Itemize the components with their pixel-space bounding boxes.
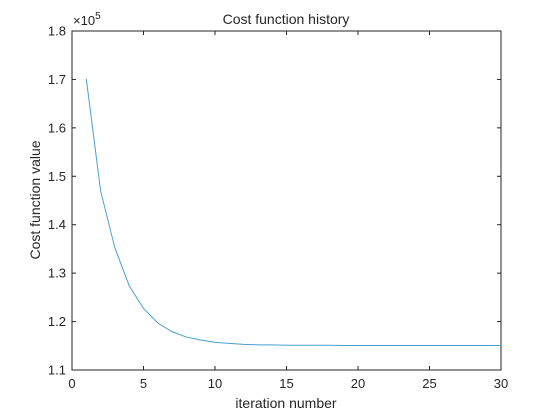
cost-line: [85, 78, 501, 347]
y-tick-label: 1.8: [48, 24, 66, 39]
x-tick-label: 25: [422, 376, 436, 391]
chart-title: Cost function history: [223, 11, 350, 27]
y-tick-label: 1.5: [48, 169, 66, 184]
y-tick-label: 1.1: [48, 363, 66, 378]
x-tick-label: 10: [208, 376, 222, 391]
x-tick-label: 0: [68, 376, 75, 391]
plot-area-frame: [71, 30, 502, 371]
x-tick-label: 30: [494, 376, 508, 391]
x-tick-label: 15: [279, 376, 293, 391]
y-tick-label: 1.4: [48, 217, 66, 232]
x-tick-label: 20: [351, 376, 365, 391]
y-axis: 1.1 1.2 1.3 1.4 1.5 1.6 1.7 1.8: [48, 24, 501, 378]
x-tick-label: 5: [140, 376, 147, 391]
y-tick-label: 1.7: [48, 72, 66, 87]
y-tick-label: 1.6: [48, 120, 66, 135]
y-tick-label: 1.3: [48, 266, 66, 281]
y-tick-label: 1.2: [48, 314, 66, 329]
x-axis-label: iteration number: [235, 395, 337, 411]
y-axis-multiplier: ×105: [73, 11, 101, 28]
y-axis-label: Cost function value: [27, 140, 43, 259]
x-axis: 0 5 10 15 20 25 30: [68, 31, 508, 391]
